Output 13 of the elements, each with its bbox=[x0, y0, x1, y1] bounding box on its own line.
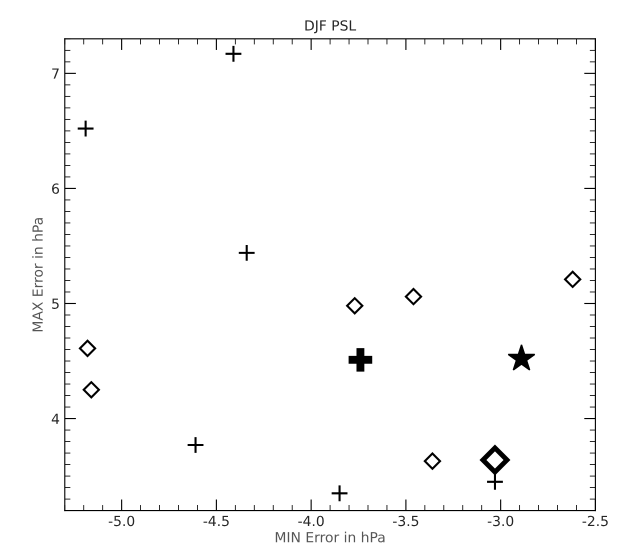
x-tick-label: -2.5 bbox=[582, 516, 608, 526]
x-tick-label: -5.0 bbox=[108, 516, 134, 526]
chart-title: DJF PSL bbox=[305, 20, 356, 34]
x-tick-label: -3.5 bbox=[393, 516, 418, 526]
x-axis-title: MIN Error in hPa bbox=[276, 532, 384, 542]
y-tick-label: 4 bbox=[52, 414, 60, 424]
x-tick-label: -4.0 bbox=[298, 516, 324, 526]
y-tick-label: 5 bbox=[52, 298, 59, 309]
y-tick-label: 7 bbox=[52, 68, 59, 79]
x-tick-label: -3.0 bbox=[488, 516, 514, 526]
x-tick-label: -4.5 bbox=[204, 516, 229, 526]
y-tick-label: 6 bbox=[52, 183, 60, 194]
y-axis-title: MAX Error in hPa bbox=[32, 218, 43, 332]
